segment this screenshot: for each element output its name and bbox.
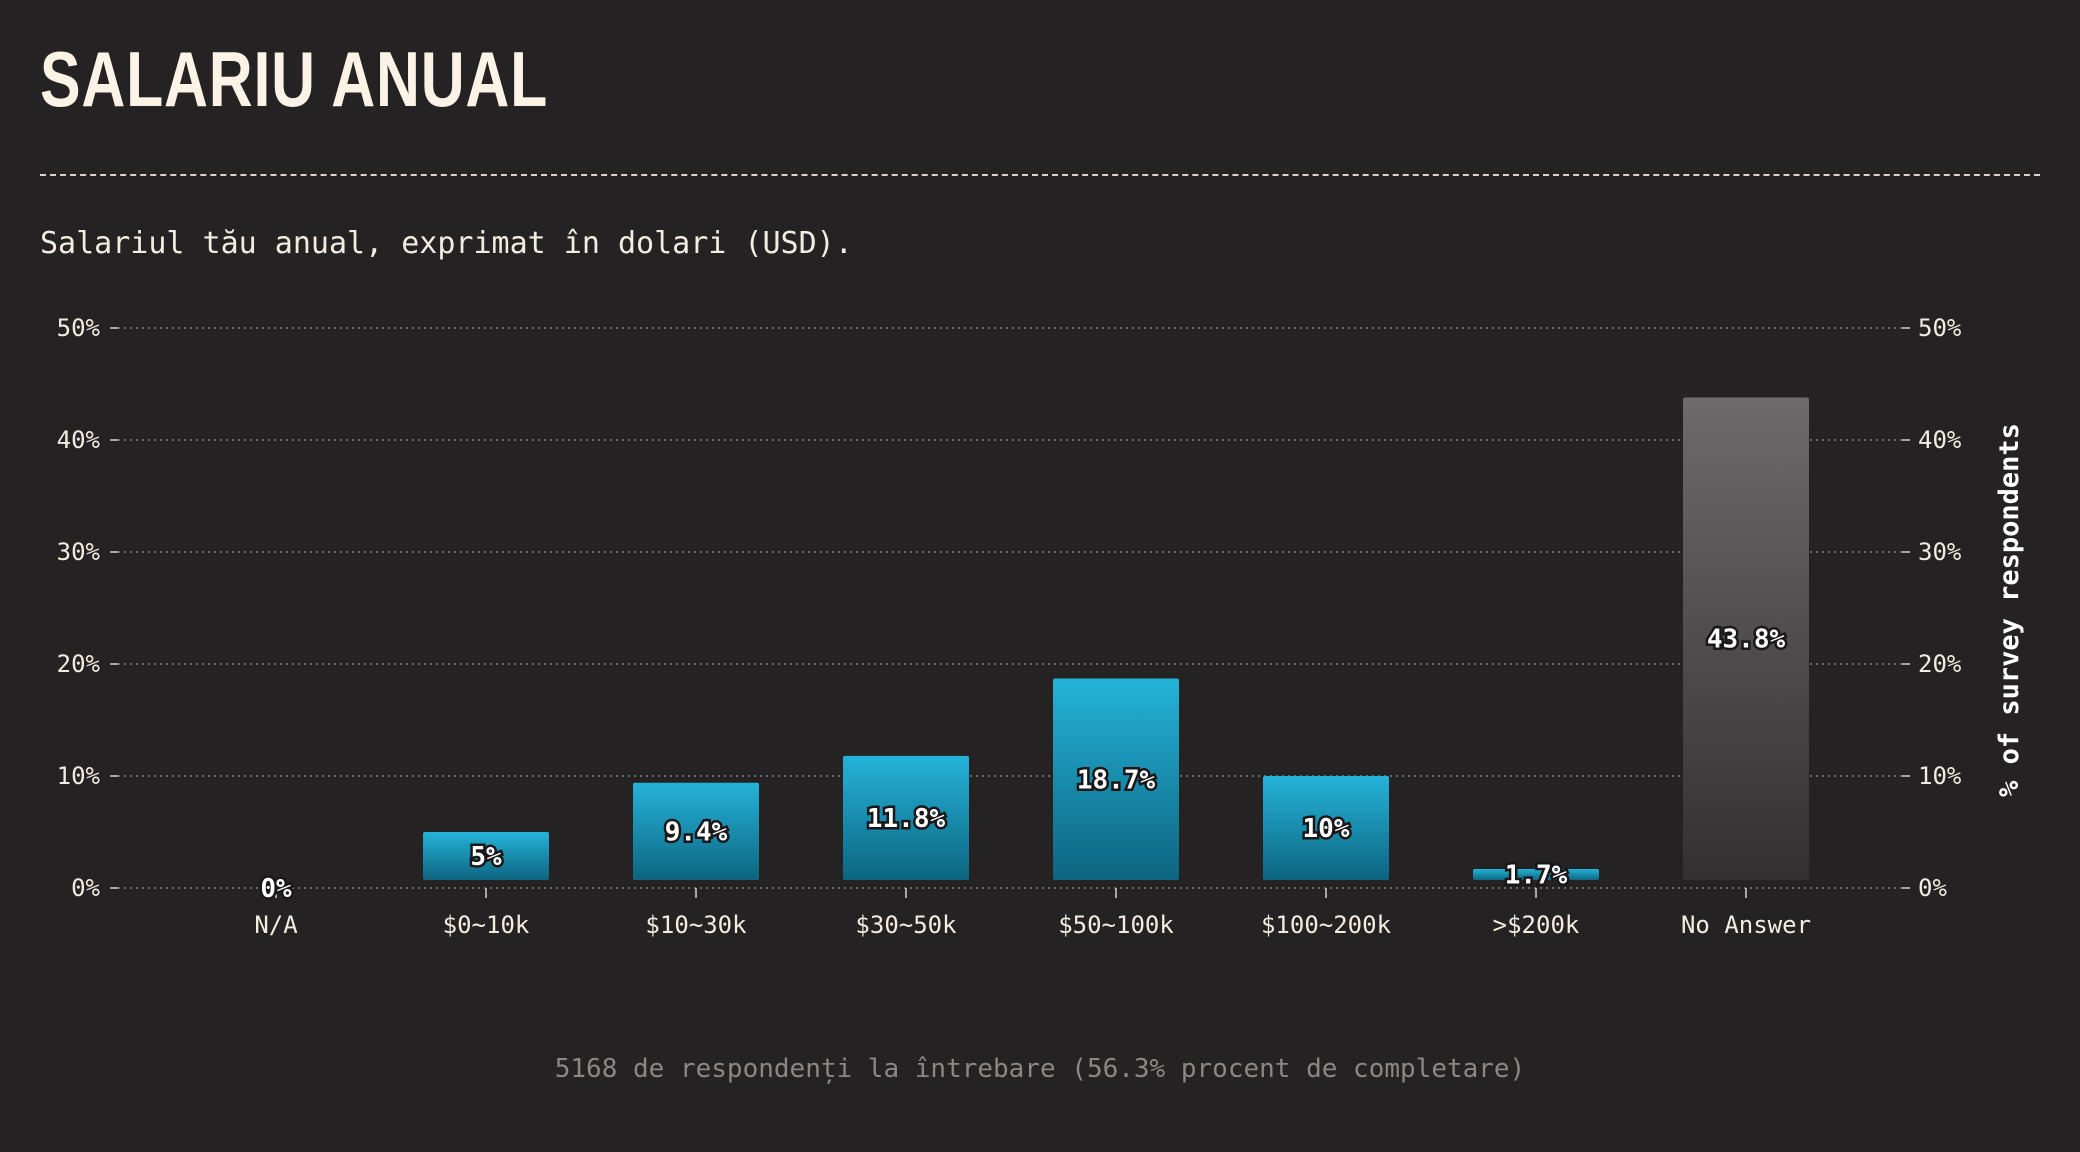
x-category-label: $0~10k: [443, 911, 530, 939]
bar-value-label: 9.4%: [665, 817, 728, 847]
y-tick-label-left: 30%: [57, 538, 101, 566]
bar-value-label: 0%: [260, 874, 292, 904]
gridlines: [110, 327, 1910, 898]
bar-value-label: 10%: [1303, 814, 1350, 844]
y-tick-label-right: 10%: [1918, 762, 1962, 790]
y-tick-label-left: 10%: [57, 762, 101, 790]
chart-title: SALARIU ANUAL: [40, 35, 549, 123]
y-tick-label-right: 30%: [1918, 538, 1962, 566]
y-axis-title: % of survey respondents: [1994, 423, 2025, 797]
y-tick-label-left: 0%: [71, 874, 100, 902]
x-category-label: $100~200k: [1261, 911, 1392, 939]
bar-chart: 0% 0% 10% 10% 20% 20% 30% 30% 40% 40% 50% 50% N/A 0% $…: [57, 314, 2025, 939]
question-text: Salariul tău anual, exprimat în dolari (…: [40, 226, 853, 261]
bar-value-label: 5%: [470, 842, 502, 872]
bar-value-label: 11.8%: [867, 804, 946, 834]
bar: [843, 755, 969, 880]
y-tick-label-left: 50%: [57, 314, 101, 342]
bar: [633, 782, 759, 880]
x-category-label: No Answer: [1681, 911, 1811, 939]
x-category-label: $50~100k: [1058, 911, 1174, 939]
y-tick-label-left: 40%: [57, 426, 101, 454]
bar-value-label: 43.8%: [1707, 625, 1786, 655]
labels: 0% 0% 10% 10% 20% 20% 30% 30% 40% 40% 50% 50% N/A 0% $…: [57, 314, 1962, 939]
y-tick-label-right: 20%: [1918, 650, 1962, 678]
title-divider: [40, 174, 2040, 176]
y-tick-label-right: 50%: [1918, 314, 1962, 342]
y-tick-label-right: 0%: [1918, 874, 1947, 902]
bar-value-label: 18.7%: [1077, 765, 1156, 795]
bar: [423, 832, 549, 880]
y-tick-label-left: 20%: [57, 650, 101, 678]
bar: [1263, 776, 1389, 880]
x-category-label: N/A: [254, 911, 298, 939]
bar-value-label: 1.7%: [1505, 860, 1568, 890]
bar: [1053, 678, 1179, 880]
bars: [423, 397, 1809, 880]
x-category-label: $30~50k: [855, 911, 957, 939]
y-tick-label-right: 40%: [1918, 426, 1962, 454]
bar: [1683, 397, 1809, 880]
x-category-label: >$200k: [1493, 911, 1580, 939]
x-category-label: $10~30k: [645, 911, 747, 939]
bar: [1473, 868, 1599, 880]
response-count-footer: 5168 de respondenți la întrebare (56.3% …: [554, 1054, 1526, 1084]
